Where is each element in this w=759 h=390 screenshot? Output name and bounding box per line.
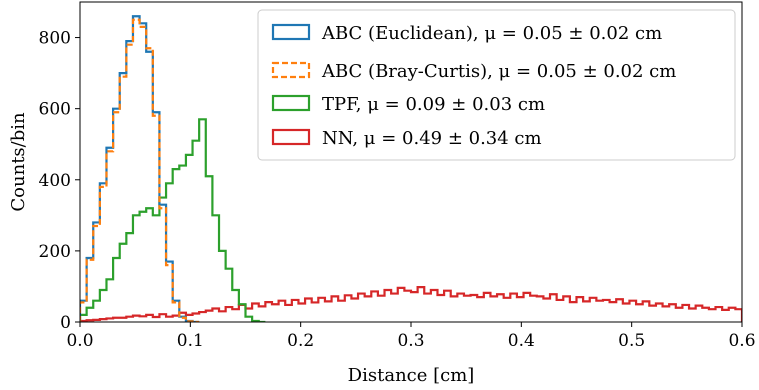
y-tick-label: 200 [39,242,71,262]
y-tick-label: 0 [60,313,71,333]
y-axis-ticks: 0 200 400 600 800 [39,29,80,333]
legend: ABC (Euclidean), μ = 0.05 ± 0.02 cm ABC … [257,9,736,161]
legend-label-abc-euclidean: ABC (Euclidean), μ = 0.05 ± 0.02 cm [321,23,662,44]
y-axis-label: Counts/bin [8,112,29,212]
series-3-histogram-step [80,286,742,322]
x-tick-label: 0.4 [508,331,535,351]
legend-label-tpf: TPF, μ = 0.09 ± 0.03 cm [322,94,545,115]
x-tick-label: 0.6 [728,331,755,351]
series-2-histogram-step [80,118,266,322]
legend-swatch-abc-euclidean [271,23,311,41]
legend-swatch-tpf [271,94,311,112]
x-tick-label: 0.3 [397,331,424,351]
series-1-histogram-step [80,18,200,322]
x-tick-label: 0.0 [66,331,93,351]
x-tick-label: 0.1 [177,331,204,351]
legend-label-nn: NN, μ = 0.49 ± 0.34 cm [322,128,542,149]
y-tick-label: 400 [39,171,71,191]
x-tick-label: 0.5 [618,331,645,351]
legend-swatch-nn [271,128,311,146]
series-0-histogram-step [80,15,200,322]
y-tick-label: 800 [39,29,71,49]
x-tick-label: 0.2 [287,331,314,351]
x-axis-label: Distance [cm] [348,365,475,386]
y-tick-label: 600 [39,100,71,120]
plot-area [80,15,742,322]
legend-swatch-abc-bray-curtis [271,61,311,79]
x-axis-ticks: 0.0 0.1 0.2 0.3 0.4 0.5 0.6 [66,322,756,351]
legend-box [257,9,736,161]
legend-label-abc-bray-curtis: ABC (Bray-Curtis), μ = 0.05 ± 0.02 cm [321,61,676,82]
